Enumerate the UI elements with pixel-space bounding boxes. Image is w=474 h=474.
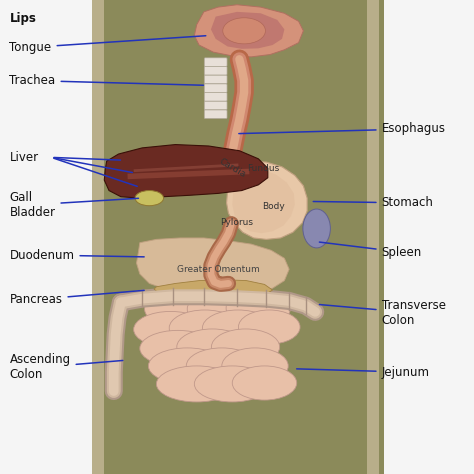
FancyBboxPatch shape — [204, 84, 227, 92]
Polygon shape — [227, 161, 307, 239]
Text: Ascending
Colon: Ascending Colon — [9, 353, 123, 382]
FancyBboxPatch shape — [204, 58, 227, 66]
Text: Jejunum: Jejunum — [297, 365, 429, 379]
Text: Spleen: Spleen — [319, 242, 422, 259]
Text: Stomach: Stomach — [313, 196, 433, 210]
Ellipse shape — [238, 310, 300, 344]
Ellipse shape — [232, 366, 297, 400]
Ellipse shape — [169, 310, 240, 346]
Text: Fundus: Fundus — [247, 164, 279, 173]
Polygon shape — [211, 12, 284, 49]
Text: Cardia: Cardia — [218, 157, 247, 180]
Ellipse shape — [194, 366, 270, 402]
Text: Transverse
Colon: Transverse Colon — [319, 299, 446, 327]
Text: Trachea: Trachea — [9, 74, 203, 87]
Text: Greater Omentum: Greater Omentum — [177, 265, 259, 273]
Ellipse shape — [135, 191, 164, 206]
Ellipse shape — [226, 290, 291, 326]
Ellipse shape — [148, 348, 226, 384]
Ellipse shape — [303, 209, 330, 248]
FancyBboxPatch shape — [204, 101, 227, 110]
FancyBboxPatch shape — [384, 0, 474, 474]
Ellipse shape — [134, 311, 208, 347]
Ellipse shape — [186, 348, 257, 384]
FancyBboxPatch shape — [204, 75, 227, 84]
Text: Lips: Lips — [9, 12, 36, 25]
Ellipse shape — [211, 329, 280, 365]
Text: Pancreas: Pancreas — [9, 290, 144, 306]
Ellipse shape — [222, 348, 288, 384]
Polygon shape — [104, 145, 268, 198]
Text: Duodenum: Duodenum — [9, 248, 144, 262]
FancyBboxPatch shape — [367, 0, 379, 474]
Polygon shape — [194, 5, 303, 57]
FancyBboxPatch shape — [204, 110, 227, 118]
Polygon shape — [137, 238, 289, 295]
Ellipse shape — [202, 310, 273, 346]
Ellipse shape — [187, 290, 258, 328]
Text: Pylorus: Pylorus — [220, 219, 254, 227]
Ellipse shape — [140, 330, 216, 366]
FancyBboxPatch shape — [204, 92, 227, 101]
Text: Gall
Bladder: Gall Bladder — [9, 191, 138, 219]
Ellipse shape — [177, 329, 248, 365]
Ellipse shape — [145, 290, 225, 328]
Polygon shape — [154, 280, 273, 299]
Text: Liver: Liver — [9, 151, 38, 164]
Text: Body: Body — [263, 202, 285, 210]
FancyBboxPatch shape — [0, 0, 92, 474]
FancyBboxPatch shape — [92, 0, 384, 474]
Ellipse shape — [223, 18, 265, 44]
Text: Tongue: Tongue — [9, 36, 206, 54]
Polygon shape — [232, 168, 295, 233]
FancyBboxPatch shape — [92, 0, 104, 474]
Text: Esophagus: Esophagus — [239, 122, 446, 136]
Ellipse shape — [156, 366, 237, 402]
FancyBboxPatch shape — [204, 66, 227, 75]
